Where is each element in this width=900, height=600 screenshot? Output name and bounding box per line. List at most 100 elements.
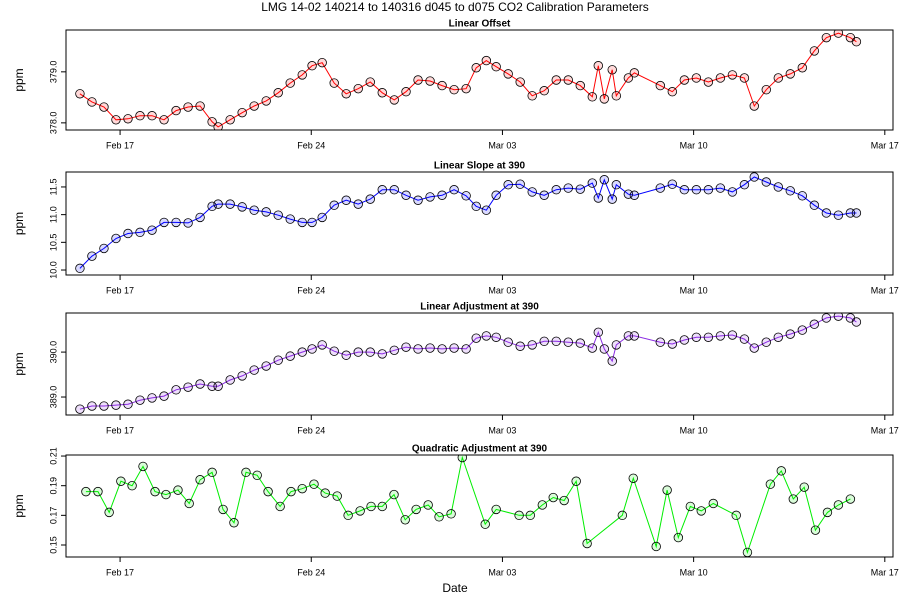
data-point [343, 510, 353, 521]
y-axis-label: ppm [12, 352, 26, 375]
data-point [229, 518, 239, 528]
data-point [503, 337, 513, 347]
data-point [788, 494, 799, 504]
y-axis-label: ppm [12, 494, 26, 517]
panel-title: Linear Slope at 390 [434, 161, 526, 172]
data-point [655, 80, 666, 91]
x-tick-label: Mar 03 [488, 285, 516, 295]
data-point [249, 205, 259, 215]
data-point [249, 365, 259, 375]
data-point [365, 347, 375, 357]
data-point [611, 180, 622, 190]
data-point [548, 492, 558, 503]
data-point [171, 217, 181, 228]
data-point [341, 350, 351, 360]
data-point [461, 83, 471, 94]
data-point [413, 344, 423, 354]
data-point [471, 333, 481, 343]
data-point [237, 107, 247, 118]
data-point [111, 400, 121, 410]
data-point [93, 486, 103, 497]
data-point [515, 179, 525, 189]
data-point [563, 183, 573, 193]
data-point [423, 500, 433, 510]
data-point [297, 483, 307, 494]
data-point [773, 332, 783, 342]
data-point [685, 501, 696, 512]
plot-frame [65, 312, 894, 416]
plot-area [81, 455, 856, 557]
data-point [249, 101, 259, 111]
data-point [491, 62, 501, 72]
data-point [365, 194, 375, 204]
data-point [607, 194, 617, 204]
data-point [761, 84, 771, 95]
data-point [503, 69, 513, 79]
data-point [491, 190, 501, 200]
data-point [708, 498, 718, 509]
data-point [679, 335, 690, 345]
data-point [851, 317, 862, 327]
data-point [213, 122, 223, 130]
data-point [673, 532, 684, 543]
data-point [593, 327, 604, 338]
data-point [213, 199, 223, 209]
data-point [703, 332, 714, 342]
data-point [761, 177, 771, 187]
data-point [425, 76, 435, 86]
data-point [471, 63, 481, 73]
data-point [366, 501, 376, 512]
x-tick-label: Mar 10 [680, 425, 708, 435]
panel-title: Quadratic Adjustment at 390 [412, 444, 548, 455]
data-point [749, 172, 759, 182]
y-tick-label: 379.0 [48, 61, 58, 84]
y-axis-label: ppm [12, 212, 26, 235]
data-point [329, 200, 339, 210]
data-point [833, 30, 844, 38]
data-point [629, 190, 640, 200]
y-tick-label: 390.0 [48, 341, 58, 364]
plot-area [75, 30, 862, 130]
data-point [691, 73, 702, 83]
data-point [582, 538, 592, 549]
data-line [79, 315, 857, 410]
data-point [480, 519, 490, 529]
data-point [785, 186, 796, 196]
data-point [593, 193, 604, 203]
data-point [481, 331, 492, 341]
data-point [225, 375, 235, 385]
data-point [461, 344, 471, 354]
x-tick-label: Mar 03 [488, 425, 516, 435]
data-point [75, 89, 85, 99]
data-point [377, 88, 387, 98]
data-point [491, 504, 501, 515]
data-point [341, 195, 351, 205]
data-point [628, 473, 638, 483]
x-tick-label: Mar 10 [680, 285, 708, 295]
data-point [765, 479, 776, 489]
data-point [225, 199, 235, 209]
data-point [587, 92, 597, 102]
data-point [99, 243, 109, 254]
data-point [822, 507, 833, 518]
data-point [183, 102, 193, 112]
data-point [87, 251, 97, 261]
data-point [87, 401, 97, 411]
data-point [195, 212, 205, 223]
data-point [329, 78, 339, 88]
plot-area [75, 172, 862, 274]
data-point [389, 185, 399, 195]
data-point [563, 75, 573, 85]
data-point [833, 500, 844, 510]
data-point [377, 349, 387, 359]
y-tick-label: 0.17 [48, 507, 58, 525]
data-point [537, 500, 548, 510]
data-point [99, 102, 109, 112]
data-point [355, 506, 365, 516]
data-point [655, 337, 666, 347]
data-point [341, 89, 351, 99]
data-point [525, 510, 535, 521]
data-point [320, 488, 330, 498]
data-point [261, 207, 271, 217]
data-point [785, 329, 796, 339]
